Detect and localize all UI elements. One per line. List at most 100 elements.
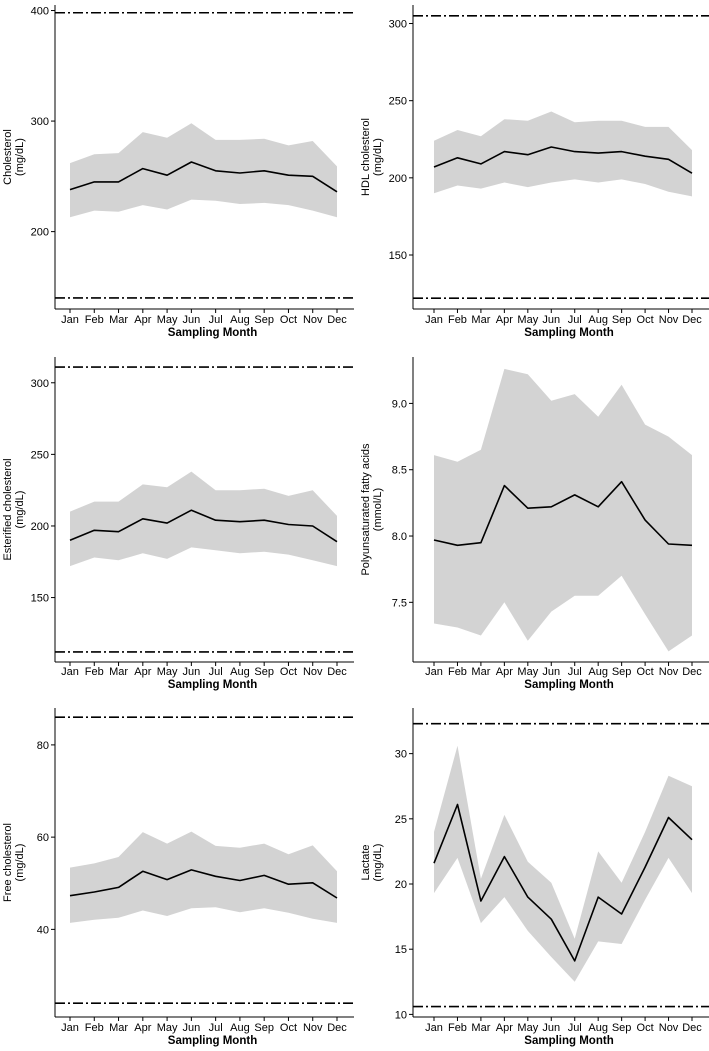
x-tick-label: Feb — [85, 666, 104, 678]
x-tick-label: Apr — [134, 666, 151, 678]
y-tick-label: 40 — [37, 924, 49, 936]
x-tick-label: Oct — [637, 314, 654, 326]
chart-panel-3: 150 200 250 300 Jan Feb Mar Apr May Jun Jul Aug Sep O… — [2, 357, 354, 691]
x-tick-label: Aug — [230, 314, 250, 326]
x-tick-label: Mar — [471, 666, 490, 678]
y-axis-unit: (mg/dL) — [14, 491, 26, 529]
y-axis-title: Esterified cholesterol — [2, 458, 14, 560]
y-tick-label: 25 — [395, 814, 407, 826]
mean-line — [433, 146, 693, 174]
x-tick-label: Jan — [425, 314, 443, 326]
x-tick-label: Feb — [85, 314, 104, 326]
x-tick-label: Aug — [588, 314, 608, 326]
y-axis-title: HDL cholesterol — [360, 118, 372, 196]
x-tick-label: Apr — [134, 1022, 151, 1034]
x-tick-label: Sep — [612, 314, 632, 326]
x-tick-label: Oct — [280, 666, 297, 678]
x-tick-label: Aug — [588, 666, 608, 678]
y-tick-label: 20 — [395, 879, 407, 891]
x-tick-label: Nov — [659, 1022, 679, 1034]
x-tick-label: Mar — [471, 1022, 490, 1034]
chart-panel-6: 10 15 20 25 30 Jan Feb Mar Apr May Jun Jul Aug Sep Oct… — [360, 708, 709, 1047]
x-axis-title: Sampling Month — [168, 1035, 257, 1047]
x-axis-title: Sampling Month — [168, 679, 257, 691]
chart-panel-1: 200 300 400 Jan Feb Mar Apr May Jun Jul Aug Sep Oct N… — [2, 5, 354, 339]
confidence-band — [70, 831, 337, 923]
x-tick-label: Apr — [496, 1022, 513, 1034]
x-axis-title: Sampling Month — [524, 679, 613, 691]
x-tick-label: Apr — [496, 666, 513, 678]
confidence-band — [70, 471, 337, 567]
y-tick-label: 80 — [37, 740, 49, 752]
y-tick-label: 300 — [31, 116, 49, 128]
y-tick-label: 200 — [389, 173, 407, 185]
mean-line — [69, 509, 338, 543]
y-tick-label: 300 — [31, 378, 49, 390]
y-axis-title: Free cholesterol — [2, 823, 14, 902]
mean-line — [433, 480, 693, 547]
confidence-band — [434, 111, 692, 197]
confidence-band — [434, 368, 692, 652]
x-tick-label: Jul — [209, 1022, 223, 1034]
x-tick-label: Mar — [471, 314, 490, 326]
x-tick-label: Sep — [254, 314, 274, 326]
y-tick-label: 300 — [389, 19, 407, 31]
x-tick-label: Nov — [303, 666, 323, 678]
mean-line — [433, 803, 693, 962]
x-tick-label: Oct — [637, 666, 654, 678]
x-tick-label: Dec — [327, 314, 347, 326]
y-axis-unit: (mg/dL) — [14, 844, 26, 882]
y-axis-title: Cholesterol — [2, 129, 14, 185]
y-tick-label: 9.0 — [392, 398, 407, 410]
x-tick-label: Aug — [588, 1022, 608, 1034]
x-tick-label: Feb — [448, 1022, 467, 1034]
x-tick-label: Jul — [209, 666, 223, 678]
chart-panel-4: 7.5 8.0 8.5 9.0 Jan Feb Mar Apr May Jun Jul Aug Sep O… — [360, 357, 709, 691]
chart-panel-2: 150 200 250 300 Jan Feb Mar Apr May Jun Jul Aug Sep O… — [360, 5, 709, 339]
x-tick-label: Jul — [568, 666, 582, 678]
x-tick-label: Aug — [230, 1022, 250, 1034]
x-tick-label: Feb — [448, 666, 467, 678]
x-axis-title: Sampling Month — [524, 1035, 613, 1047]
x-tick-label: Jan — [61, 314, 79, 326]
x-axis-title: Sampling Month — [524, 327, 613, 339]
x-tick-label: Nov — [303, 314, 323, 326]
y-tick-label: 30 — [395, 749, 407, 761]
x-tick-label: Jan — [61, 1022, 79, 1034]
x-tick-label: Oct — [280, 314, 297, 326]
x-tick-label: Aug — [230, 666, 250, 678]
x-tick-label: May — [157, 1022, 178, 1034]
y-tick-label: 10 — [395, 1009, 407, 1021]
x-tick-label: May — [517, 666, 538, 678]
x-tick-label: Oct — [637, 1022, 654, 1034]
x-tick-label: Dec — [327, 1022, 347, 1034]
y-axis-unit: (mg/dL) — [372, 138, 384, 176]
y-tick-label: 15 — [395, 944, 407, 956]
x-tick-label: Dec — [682, 1022, 702, 1034]
x-tick-label: Jun — [182, 1022, 200, 1034]
x-tick-label: Oct — [280, 1022, 297, 1034]
x-tick-label: Feb — [448, 314, 467, 326]
y-axis-title: Lactate — [360, 844, 372, 880]
y-tick-label: 400 — [31, 6, 49, 18]
x-tick-label: Jun — [542, 666, 560, 678]
y-tick-label: 200 — [31, 521, 49, 533]
x-tick-label: Jun — [542, 314, 560, 326]
y-tick-label: 150 — [389, 250, 407, 262]
confidence-band — [70, 123, 337, 218]
x-tick-label: Sep — [612, 1022, 632, 1034]
x-tick-label: May — [157, 666, 178, 678]
y-tick-label: 200 — [31, 227, 49, 239]
x-tick-label: Nov — [303, 1022, 323, 1034]
y-axis-unit: (mg/dL) — [14, 138, 26, 176]
x-tick-label: Jul — [568, 314, 582, 326]
x-tick-label: Sep — [612, 666, 632, 678]
y-axis-unit: (mmol/L) — [372, 488, 384, 531]
x-tick-label: Dec — [682, 666, 702, 678]
x-tick-label: Jun — [182, 666, 200, 678]
x-tick-label: May — [517, 314, 538, 326]
x-tick-label: Nov — [659, 314, 679, 326]
y-tick-label: 150 — [31, 593, 49, 605]
x-axis-title: Sampling Month — [168, 327, 257, 339]
x-tick-label: Jun — [182, 314, 200, 326]
